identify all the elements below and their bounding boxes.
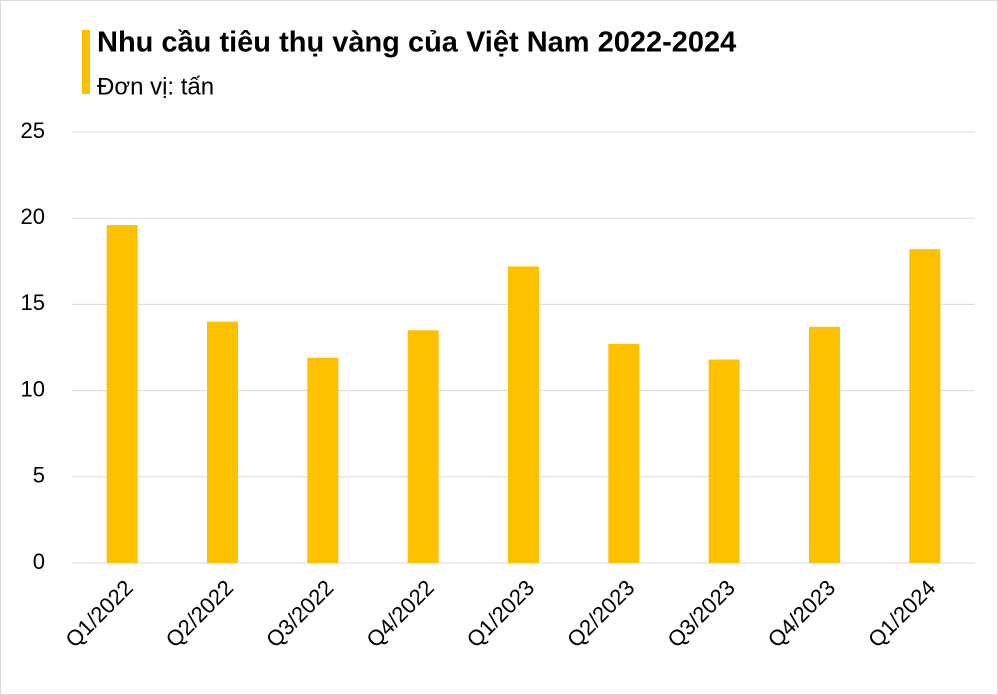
bar xyxy=(307,357,339,563)
y-tick-label: 15 xyxy=(21,290,45,315)
chart-title: Nhu cầu tiêu thụ vàng của Việt Nam 2022-… xyxy=(97,27,736,59)
bar xyxy=(809,326,840,563)
bar xyxy=(608,344,640,563)
bar xyxy=(508,266,539,563)
y-tick-label: 10 xyxy=(21,376,45,401)
bar xyxy=(909,249,941,563)
y-tick-label: 0 xyxy=(33,549,45,574)
bar xyxy=(207,321,238,563)
y-tick-label: 20 xyxy=(21,204,45,229)
title-accent xyxy=(82,30,90,94)
chart-subtitle: Đơn vị: tấn xyxy=(97,73,214,100)
bar xyxy=(106,225,138,563)
y-tick-label: 25 xyxy=(21,118,45,143)
bar xyxy=(407,330,439,563)
bar xyxy=(708,359,740,563)
y-tick-label: 5 xyxy=(33,463,45,488)
